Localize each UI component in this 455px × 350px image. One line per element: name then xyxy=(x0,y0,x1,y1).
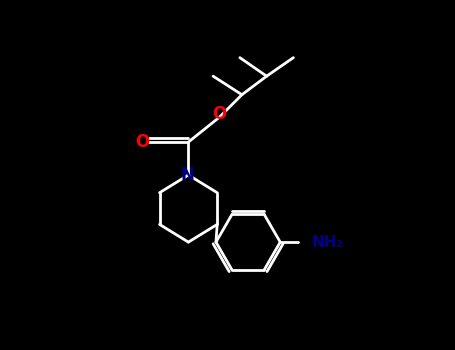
Text: O: O xyxy=(135,133,149,151)
Text: O: O xyxy=(212,105,227,123)
Text: NH₂: NH₂ xyxy=(312,234,344,250)
Text: N: N xyxy=(181,166,194,184)
